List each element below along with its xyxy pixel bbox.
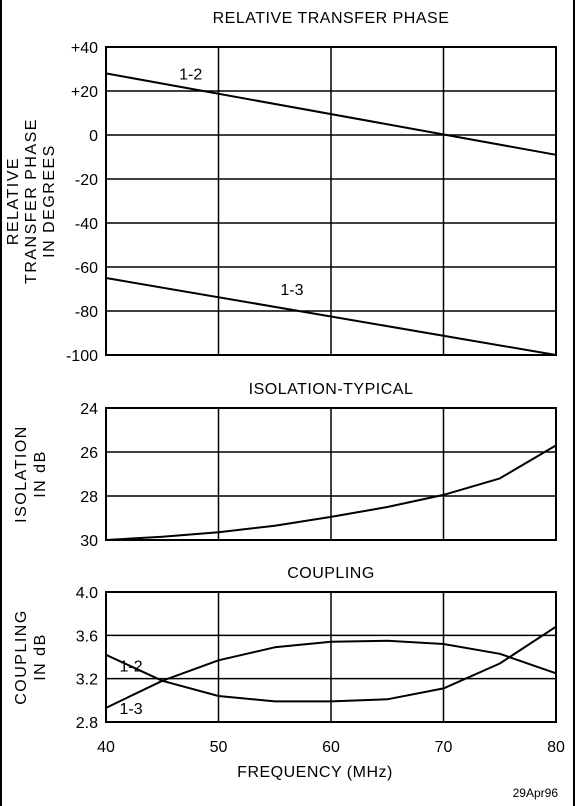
series-label: 1-2 <box>179 66 202 83</box>
plot-frame <box>105 591 557 723</box>
x-tick-label: 70 <box>435 739 453 756</box>
series-line-isolation <box>105 444 557 541</box>
y-tick-label: +40 <box>71 40 98 57</box>
y-tick-label: 26 <box>80 445 98 462</box>
y-tick-label: 28 <box>80 489 98 506</box>
y-axis-label-line: TRANSFER PHASE <box>23 118 40 284</box>
y-tick-label: 3.6 <box>76 628 98 645</box>
series-line-1-3 <box>105 625 557 703</box>
series-line-1-3 <box>105 277 557 356</box>
date-stamp: 29Apr96 <box>513 786 559 800</box>
series-line-1-2 <box>105 639 557 709</box>
y-tick-label: -100 <box>66 348 98 365</box>
y-axis-label-line: IN DEGREES <box>41 144 58 258</box>
panel-title: RELATIVE TRANSFER PHASE <box>213 10 450 27</box>
y-tick-label: -40 <box>75 216 98 233</box>
y-tick-label: -80 <box>75 304 98 321</box>
y-axis-label-line: COUPLING <box>13 609 30 705</box>
y-tick-label: -60 <box>75 260 98 277</box>
panel-title: COUPLING <box>287 565 375 582</box>
x-tick-label: 50 <box>210 739 228 756</box>
y-axis-label-line: IN dB <box>32 633 49 681</box>
plot-frame <box>105 46 557 356</box>
y-axis-label-line: RELATIVE <box>5 157 22 245</box>
panel-title: ISOLATION-TYPICAL <box>249 381 414 398</box>
x-tick-label: 40 <box>97 739 115 756</box>
y-tick-label: 4.0 <box>76 585 98 602</box>
series-line-1-2 <box>105 72 557 156</box>
y-tick-label: 24 <box>80 401 98 418</box>
plot-frame <box>105 407 557 541</box>
phase-panel: RELATIVE TRANSFER PHASE +40 +20 0 -20 -40 -60 -… <box>5 10 557 365</box>
y-tick-label: 3.2 <box>76 672 98 689</box>
series-label: 1-3 <box>280 282 303 299</box>
series-label: 1-3 <box>120 701 143 718</box>
x-tick-label: 80 <box>547 739 565 756</box>
y-tick-label: 30 <box>80 533 98 550</box>
x-axis-label: FREQUENCY (MHz) <box>237 764 393 781</box>
y-tick-label: -20 <box>75 172 98 189</box>
y-axis-label-line: ISOLATION <box>13 425 30 523</box>
y-tick-label: 0 <box>89 128 98 145</box>
x-tick-label: 60 <box>322 739 340 756</box>
y-axis-label-line: IN dB <box>32 450 49 498</box>
y-tick-label: 2.8 <box>76 715 98 732</box>
y-tick-label: +20 <box>71 84 98 101</box>
isolation-panel: ISOLATION-TYPICAL 24 26 28 30 ISOLATION IN dB <box>13 381 557 550</box>
